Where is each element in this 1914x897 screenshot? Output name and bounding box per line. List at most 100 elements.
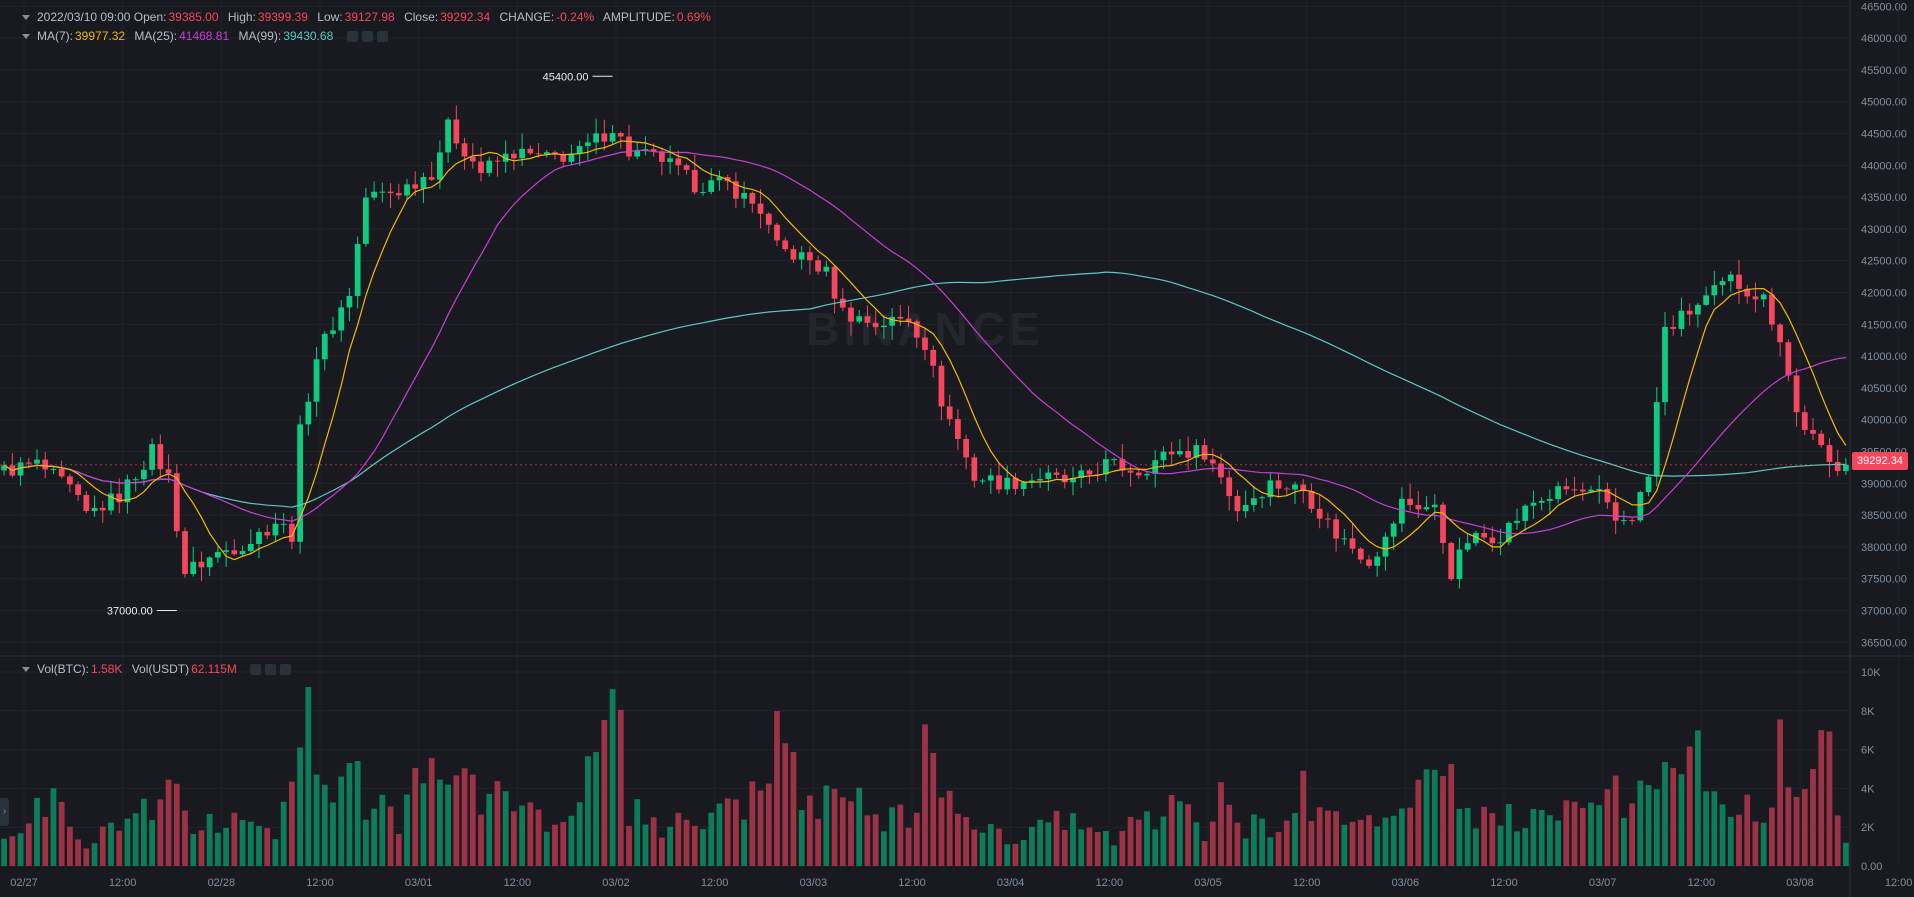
candle-body <box>1144 473 1150 476</box>
volume-axis-tick: 0.00 <box>1861 861 1882 873</box>
candle-body <box>338 307 345 331</box>
ma99-label: MA(99): <box>238 29 282 43</box>
volume-bar <box>1555 820 1561 866</box>
candle-body <box>560 154 567 162</box>
candle-body <box>1325 518 1331 520</box>
volume-bar <box>67 826 73 866</box>
candle-body <box>1251 498 1257 505</box>
volume-bar <box>198 830 205 866</box>
candle-body <box>1653 402 1660 477</box>
volume-bar <box>1769 807 1775 866</box>
volume-bar <box>1292 813 1298 866</box>
candle-body <box>1300 484 1307 491</box>
volume-bar <box>963 817 969 866</box>
volume-bar <box>157 799 164 866</box>
candle-body <box>173 473 180 532</box>
volume-bar <box>1259 818 1265 866</box>
candle-body <box>1538 500 1545 503</box>
candle-body <box>683 165 690 170</box>
candle-body <box>428 177 435 180</box>
volume-bar <box>1152 829 1159 866</box>
candle-body <box>1555 486 1561 499</box>
volume-bar <box>1341 824 1348 866</box>
volume-bar <box>289 781 295 866</box>
volume-bar <box>1481 806 1487 866</box>
candle-body <box>815 260 821 272</box>
volume-bar <box>141 798 147 866</box>
volume-bar <box>494 781 501 866</box>
indicator-close-icon[interactable] <box>376 31 388 43</box>
candle-body <box>609 133 616 142</box>
candle-body <box>1292 484 1298 490</box>
candle-body <box>1801 412 1808 431</box>
volume-bar <box>1505 804 1512 866</box>
volume-bar <box>634 799 641 866</box>
collapse-caret-icon[interactable] <box>22 667 30 673</box>
price-axis-tick: 41500.00 <box>1861 319 1907 331</box>
close-value: 39292.34 <box>440 10 491 24</box>
candle-body <box>1218 463 1224 478</box>
vol-close-icon[interactable] <box>280 664 292 676</box>
volume-bar <box>182 810 188 866</box>
volume-bar <box>1316 807 1323 866</box>
candle-body <box>1399 498 1405 524</box>
collapse-caret-icon[interactable] <box>22 34 30 40</box>
candle-body <box>1333 519 1339 539</box>
candle-body <box>420 177 427 189</box>
candle-body <box>1744 288 1751 297</box>
volume-bar <box>1 838 7 866</box>
high-value: 39399.39 <box>257 10 308 24</box>
volume-bar <box>872 814 879 866</box>
indicator-settings-icon[interactable] <box>346 31 358 43</box>
candle-body <box>1 465 7 471</box>
volume-bar <box>1119 830 1126 866</box>
candle-body <box>1588 489 1594 492</box>
volume-bar <box>1061 829 1068 866</box>
price-axis-tick: 37500.00 <box>1861 574 1907 586</box>
candle-body <box>1547 498 1553 501</box>
volume-bar <box>749 781 756 866</box>
volume-bar <box>1283 820 1290 866</box>
candle-body <box>1579 489 1586 492</box>
volume-bar <box>1160 816 1167 866</box>
candle-body <box>1703 295 1709 305</box>
price-axis-tick: 45500.00 <box>1861 65 1907 77</box>
candle-body <box>675 158 682 166</box>
candle-body <box>1711 285 1718 296</box>
volume-bar <box>445 784 451 866</box>
amplitude-label: AMPLITUDE: <box>602 10 675 24</box>
time-axis-tick: 03/02 <box>602 877 630 889</box>
volume-bar <box>1777 719 1783 866</box>
volume-bar <box>1473 828 1479 866</box>
collapse-caret-icon[interactable] <box>22 15 30 21</box>
legend-datetime: 2022/03/10 09:00 <box>37 10 131 24</box>
candle-body <box>206 557 213 568</box>
candle-body <box>1160 451 1167 461</box>
time-axis-tick: 03/06 <box>1392 877 1420 889</box>
volume-bar <box>757 790 764 866</box>
volume-bar <box>1407 807 1413 866</box>
candle-body <box>1456 549 1463 580</box>
change-label: CHANGE: <box>499 10 555 24</box>
volume-bar <box>765 783 772 866</box>
expand-toolbar-icon[interactable]: › <box>0 798 9 826</box>
volume-bar <box>478 814 484 866</box>
price-annotation-label: 45400.00 <box>543 71 589 83</box>
candle-body <box>634 151 641 157</box>
candle-body <box>1382 536 1389 557</box>
indicator-visibility-icon[interactable] <box>361 31 373 43</box>
volume-bar <box>1399 808 1405 866</box>
candle-body <box>1736 274 1742 289</box>
volume-bar <box>1760 822 1767 866</box>
vol-settings-icon[interactable] <box>250 664 262 676</box>
candle-body <box>1357 548 1364 560</box>
vol-visibility-icon[interactable] <box>265 664 277 676</box>
volume-bar <box>1366 815 1372 866</box>
volume-bar <box>215 832 221 866</box>
volume-bar <box>1818 730 1825 866</box>
volume-bar <box>1686 746 1693 866</box>
volume-bar <box>1834 815 1841 866</box>
volume-bar <box>535 809 542 866</box>
candle-body <box>1209 459 1216 464</box>
